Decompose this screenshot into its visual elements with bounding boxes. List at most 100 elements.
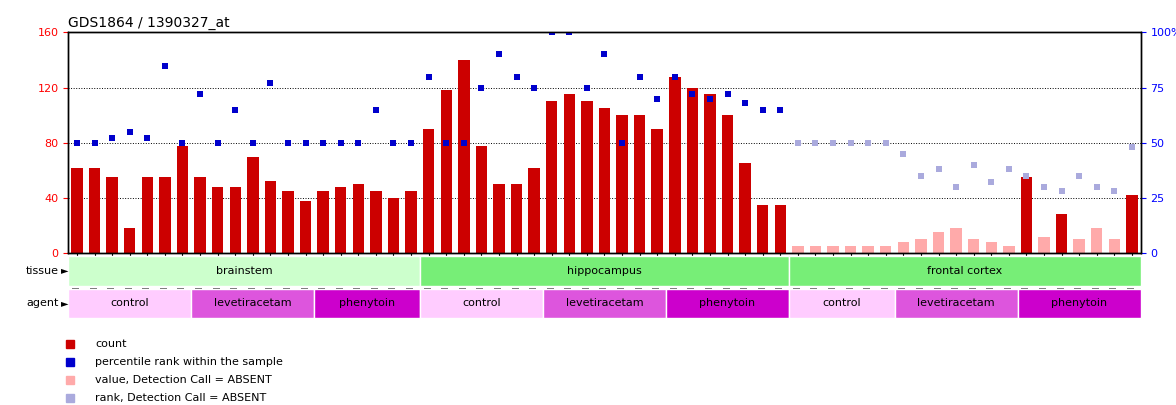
Bar: [1017, 289, 1141, 318]
Point: [67, 139, 86, 146]
Bar: [406, 191, 416, 253]
Bar: [370, 191, 381, 253]
Text: agent: agent: [26, 298, 59, 308]
Point: [595, 51, 614, 58]
Bar: [1109, 239, 1120, 253]
Point: [85, 139, 103, 146]
Bar: [933, 232, 944, 253]
Text: value, Detection Call = ABSENT: value, Detection Call = ABSENT: [95, 375, 272, 384]
Bar: [420, 289, 543, 318]
Point: [524, 84, 543, 91]
Bar: [212, 187, 223, 253]
Bar: [563, 94, 575, 253]
Bar: [1003, 246, 1015, 253]
Bar: [810, 246, 821, 253]
Bar: [68, 289, 192, 318]
Bar: [789, 256, 1141, 286]
Bar: [493, 184, 505, 253]
Bar: [985, 242, 997, 253]
Point: [1053, 188, 1071, 194]
Bar: [897, 242, 909, 253]
Point: [788, 139, 807, 146]
Bar: [666, 289, 789, 318]
Bar: [793, 246, 803, 253]
Point: [560, 29, 579, 36]
Text: ►: ►: [61, 266, 68, 275]
Text: ►: ►: [61, 298, 68, 308]
Text: rank, Detection Call = ABSENT: rank, Detection Call = ABSENT: [95, 392, 266, 403]
Bar: [1021, 177, 1033, 253]
Text: hippocampus: hippocampus: [567, 266, 642, 276]
Point: [542, 29, 561, 36]
Point: [666, 73, 684, 80]
Point: [296, 139, 315, 146]
Bar: [1127, 195, 1137, 253]
Point: [332, 139, 350, 146]
Point: [208, 139, 227, 146]
Bar: [634, 115, 646, 253]
Bar: [192, 289, 314, 318]
Text: levetiracetam: levetiracetam: [566, 298, 643, 308]
Point: [701, 95, 720, 102]
Bar: [510, 184, 522, 253]
Bar: [441, 90, 452, 253]
Point: [876, 139, 895, 146]
Point: [243, 139, 262, 146]
Point: [279, 139, 298, 146]
Point: [367, 107, 386, 113]
Bar: [229, 187, 241, 253]
Point: [191, 91, 209, 98]
Bar: [704, 94, 716, 253]
Point: [982, 179, 1001, 186]
Point: [911, 173, 930, 179]
Point: [120, 128, 139, 135]
Text: percentile rank within the sample: percentile rank within the sample: [95, 356, 283, 367]
Point: [155, 62, 174, 69]
Point: [754, 107, 773, 113]
Text: levetiracetam: levetiracetam: [214, 298, 292, 308]
Point: [683, 91, 702, 98]
Text: control: control: [111, 298, 149, 308]
Point: [489, 51, 508, 58]
Bar: [546, 101, 557, 253]
Bar: [1091, 228, 1102, 253]
Point: [577, 84, 596, 91]
Bar: [314, 289, 420, 318]
Text: control: control: [822, 298, 861, 308]
Point: [1070, 173, 1089, 179]
Bar: [141, 177, 153, 253]
Text: frontal cortex: frontal cortex: [927, 266, 1002, 276]
Point: [402, 139, 421, 146]
Point: [138, 135, 156, 142]
Point: [964, 162, 983, 168]
Bar: [528, 168, 540, 253]
Point: [102, 135, 121, 142]
Bar: [669, 77, 681, 253]
Text: count: count: [95, 339, 127, 349]
Point: [858, 139, 877, 146]
Bar: [915, 239, 927, 253]
Point: [507, 73, 526, 80]
Point: [719, 91, 737, 98]
Bar: [1038, 237, 1050, 253]
Bar: [194, 177, 206, 253]
Text: GDS1864 / 1390327_at: GDS1864 / 1390327_at: [68, 16, 229, 30]
Point: [436, 139, 455, 146]
Text: tissue: tissue: [26, 266, 59, 275]
Point: [648, 95, 667, 102]
Point: [1017, 173, 1036, 179]
Bar: [247, 157, 259, 253]
Point: [454, 139, 473, 146]
Bar: [420, 256, 789, 286]
Point: [929, 166, 948, 173]
Bar: [123, 228, 135, 253]
Point: [1088, 183, 1107, 190]
Bar: [880, 246, 891, 253]
Point: [630, 73, 649, 80]
Point: [173, 139, 192, 146]
Bar: [335, 187, 347, 253]
Point: [823, 139, 842, 146]
Point: [947, 183, 965, 190]
Point: [1000, 166, 1018, 173]
Point: [226, 107, 245, 113]
